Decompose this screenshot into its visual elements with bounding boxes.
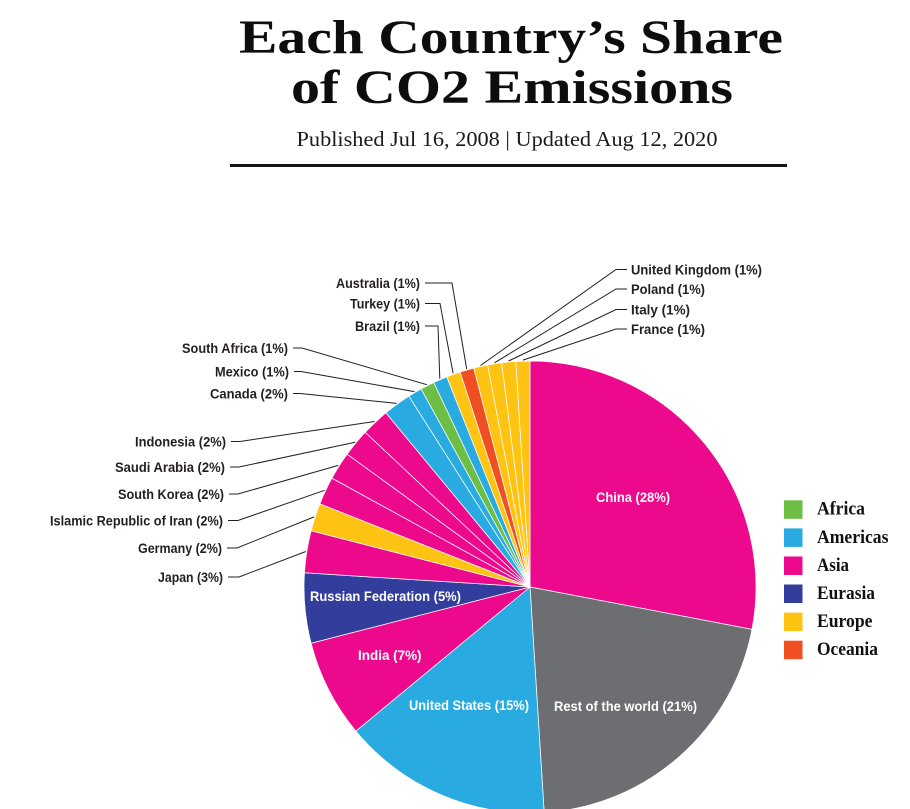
svg-text:Each Country’s Share: Each Country’s Share <box>239 11 783 64</box>
svg-text:Published Jul 16, 2008 | Updat: Published Jul 16, 2008 | Updated Aug 12,… <box>297 127 718 151</box>
svg-text:Oceania: Oceania <box>817 639 878 660</box>
svg-text:Rest of the world (21%): Rest of the world (21%) <box>554 698 697 714</box>
svg-text:France (1%): France (1%) <box>631 322 705 337</box>
svg-text:Australia (1%): Australia (1%) <box>336 276 420 291</box>
svg-text:of CO2 Emissions: of CO2 Emissions <box>291 61 733 114</box>
svg-text:South Africa (1%): South Africa (1%) <box>182 341 288 356</box>
svg-text:Canada (2%): Canada (2%) <box>210 386 288 401</box>
svg-text:China (28%): China (28%) <box>596 489 670 505</box>
svg-text:Brazil (1%): Brazil (1%) <box>355 319 420 334</box>
svg-text:Poland (1%): Poland (1%) <box>631 282 705 297</box>
svg-text:Japan (3%): Japan (3%) <box>158 570 223 585</box>
svg-text:Islamic Republic of Iran (2%): Islamic Republic of Iran (2%) <box>50 513 223 528</box>
svg-text:Mexico (1%): Mexico (1%) <box>215 364 289 379</box>
svg-text:Italy (1%): Italy (1%) <box>631 302 690 317</box>
svg-text:Saudi Arabia (2%): Saudi Arabia (2%) <box>115 460 225 475</box>
svg-text:United Kingdom (1%): United Kingdom (1%) <box>631 262 762 277</box>
svg-text:Germany (2%): Germany (2%) <box>138 541 222 556</box>
svg-text:South Korea (2%): South Korea (2%) <box>118 487 224 502</box>
svg-text:Europe: Europe <box>817 611 873 632</box>
svg-text:Russian Federation (5%): Russian Federation (5%) <box>310 588 461 604</box>
svg-text:Americas: Americas <box>817 527 889 548</box>
svg-text:United States (15%): United States (15%) <box>409 697 529 713</box>
svg-text:Eurasia: Eurasia <box>817 583 875 604</box>
svg-text:Indonesia (2%): Indonesia (2%) <box>135 434 226 449</box>
svg-text:India (7%): India (7%) <box>358 647 422 663</box>
svg-text:Africa: Africa <box>817 499 865 520</box>
svg-text:Asia: Asia <box>817 555 849 576</box>
svg-text:Turkey (1%): Turkey (1%) <box>350 296 420 311</box>
